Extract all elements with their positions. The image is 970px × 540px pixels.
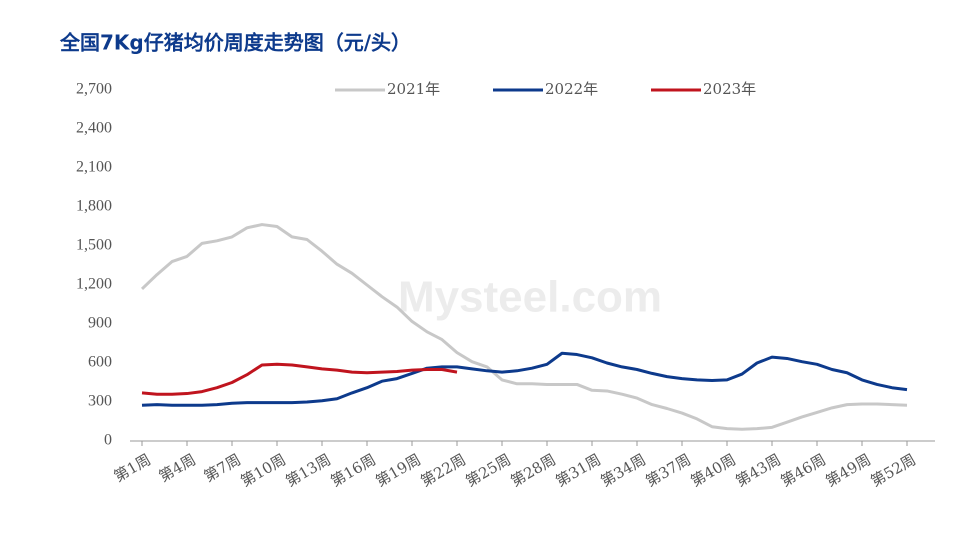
x-tick-label: 第31周 [552, 450, 604, 490]
x-tick-label: 第34周 [597, 450, 649, 490]
x-tick-label: 第28周 [507, 450, 559, 490]
x-tick-label: 第22周 [417, 450, 469, 490]
legend-label: 2022年 [545, 80, 598, 98]
y-tick-label: 2,100 [76, 159, 112, 176]
series-line [141, 362, 458, 396]
y-tick-label: 1,800 [76, 198, 112, 215]
x-tick-label: 第19周 [372, 450, 424, 490]
watermark: Mysteel.com [398, 273, 662, 322]
x-tick-label: 第37周 [642, 450, 694, 490]
x-tick-label: 第25周 [462, 450, 514, 490]
y-tick-label: 300 [88, 393, 112, 410]
x-tick-label: 第52周 [867, 450, 919, 490]
y-tick-label: 600 [88, 354, 112, 371]
x-tick-label: 第16周 [327, 450, 379, 490]
x-tick-label: 第4周 [156, 450, 199, 485]
x-tick-label: 第10周 [237, 450, 289, 490]
series-line [141, 351, 908, 407]
y-tick-label: 2,400 [76, 120, 112, 137]
series-line [140, 223, 908, 431]
legend-label: 2021年 [387, 80, 440, 98]
x-tick-label: 第49周 [822, 450, 874, 490]
y-tick-label: 1,200 [76, 276, 112, 293]
x-tick-label: 第13周 [282, 450, 334, 490]
y-tick-label: 1,500 [76, 237, 112, 254]
y-tick-label: 0 [104, 432, 112, 449]
x-tick-label: 第40周 [687, 450, 739, 490]
y-tick-label: 900 [88, 315, 112, 332]
chart-title: 全国7Kg仔猪均价周度走势图（元/头） [59, 31, 411, 55]
x-tick-label: 第43周 [732, 450, 784, 490]
x-tick-label: 第1周 [111, 450, 154, 485]
y-tick-label: 2,700 [76, 81, 112, 98]
x-tick-label: 第46周 [777, 450, 829, 490]
legend-label: 2023年 [703, 80, 756, 98]
x-tick-label: 第7周 [201, 450, 244, 485]
